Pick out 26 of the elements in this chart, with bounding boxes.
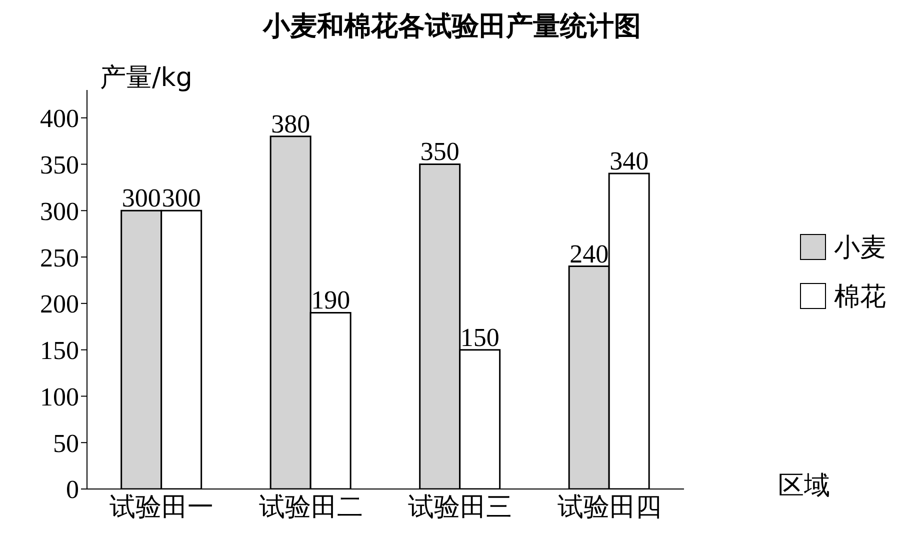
data-label: 340 <box>610 146 649 176</box>
data-label: 190 <box>311 286 350 315</box>
y-tick-label: 400 <box>40 104 79 134</box>
y-tick-label: 0 <box>66 475 79 504</box>
y-tick-label: 200 <box>40 290 79 319</box>
data-label: 350 <box>420 137 460 166</box>
y-axis-title: 产量/kg <box>100 62 192 95</box>
y-tick-label: 50 <box>53 428 79 458</box>
x-tick-label: 试验田三 <box>408 492 512 522</box>
data-label: 150 <box>460 322 500 352</box>
legend-label: 棉花 <box>833 280 886 314</box>
x-tick-label: 试验田四 <box>557 492 662 522</box>
x-tick-label: 试验田一 <box>110 492 214 522</box>
y-tick-label: 350 <box>40 150 79 180</box>
data-label: 380 <box>271 109 310 138</box>
chart-title: 小麦和棉花各试验田产量统计图 <box>262 10 642 44</box>
y-tick-label: 250 <box>40 243 79 272</box>
x-axis-title: 区域 <box>778 470 830 503</box>
data-label: 240 <box>570 239 609 268</box>
x-tick-label: 试验田二 <box>258 492 363 522</box>
y-tick-label: 100 <box>40 382 79 412</box>
y-tick-label: 150 <box>40 336 79 366</box>
y-tick-label: 300 <box>40 196 79 226</box>
data-label: 300 <box>122 184 161 213</box>
legend-label: 小麦 <box>833 232 886 264</box>
data-label: 300 <box>162 184 201 213</box>
